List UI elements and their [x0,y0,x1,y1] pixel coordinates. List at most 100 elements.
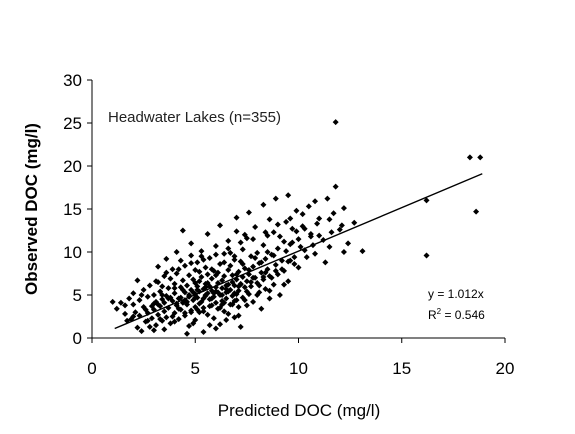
data-point [212,325,219,332]
data-point [200,256,207,263]
data-point [250,236,257,243]
data-point [225,237,232,244]
data-point [233,291,240,298]
data-point [206,322,213,329]
y-axis-title: Observed DOC (mg/l) [22,123,41,295]
data-point [181,310,188,317]
data-point [219,292,226,298]
data-point [188,260,195,267]
data-point [272,267,279,274]
data-point [270,252,277,259]
y-tick-label: 30 [63,71,82,90]
data-point [171,290,178,297]
data-point [299,211,306,218]
data-point [260,273,267,280]
data-point [235,304,242,311]
data-point [227,249,234,256]
data-point [146,323,153,330]
data-point [138,328,145,335]
data-point [312,250,319,257]
data-point [243,278,250,285]
data-point [202,284,209,291]
data-point [283,248,290,255]
data-point [212,299,219,306]
data-point [289,239,296,246]
data-point [274,221,281,228]
data-point [212,251,219,258]
data-point [161,326,168,333]
data-point [217,222,224,229]
data-point [225,267,232,274]
x-tick-label: 5 [191,359,200,378]
data-point [179,227,186,234]
y-tick-label: 10 [63,243,82,262]
data-point [204,279,211,286]
data-point [336,226,343,233]
data-point [243,302,250,309]
data-point [235,312,242,319]
data-point [248,279,255,286]
data-point [171,280,178,287]
data-point [190,320,197,327]
y-tick-label: 20 [63,157,82,176]
data-point [278,266,285,273]
data-point [200,328,207,335]
data-point [204,311,211,318]
data-point [198,273,205,280]
data-point [157,316,164,323]
data-point [163,314,170,321]
data-point [196,300,203,307]
data-point [175,266,182,273]
data-point [231,282,238,289]
data-point [221,273,228,280]
data-point [291,261,298,268]
data-point [328,229,335,236]
data-point [202,292,209,298]
data-point [113,305,120,312]
data-point [161,299,168,306]
data-point [229,272,236,279]
data-point [287,257,294,264]
data-point [316,232,323,239]
data-point [150,327,157,334]
data-point [173,270,180,277]
data-point [245,209,252,216]
data-point [262,229,269,236]
data-point [258,259,265,266]
data-point [194,259,201,266]
data-point [270,229,277,236]
data-point [208,275,215,282]
data-point [204,230,211,237]
data-point [231,298,238,305]
data-point [266,287,273,294]
data-point [223,285,230,292]
data-point [153,322,160,329]
data-point [243,288,250,295]
data-point [126,295,133,302]
data-point [250,274,257,281]
data-point [225,245,232,252]
data-point [225,281,232,288]
data-point [140,286,147,293]
data-point [248,283,255,290]
data-point [423,252,430,259]
data-point [258,305,265,312]
data-point [324,195,331,202]
data-point [254,249,261,256]
data-point [202,264,209,271]
data-point [295,236,302,243]
data-point [188,240,195,247]
data-point [289,225,296,232]
data-point [130,301,137,308]
data-point [340,249,347,255]
data-point [227,262,234,269]
data-point [260,242,267,249]
data-point [281,281,288,288]
data-point [260,201,267,208]
data-point [198,248,205,255]
data-point [276,292,283,298]
data-point [212,272,219,279]
data-point [293,207,300,214]
data-point [196,268,203,275]
